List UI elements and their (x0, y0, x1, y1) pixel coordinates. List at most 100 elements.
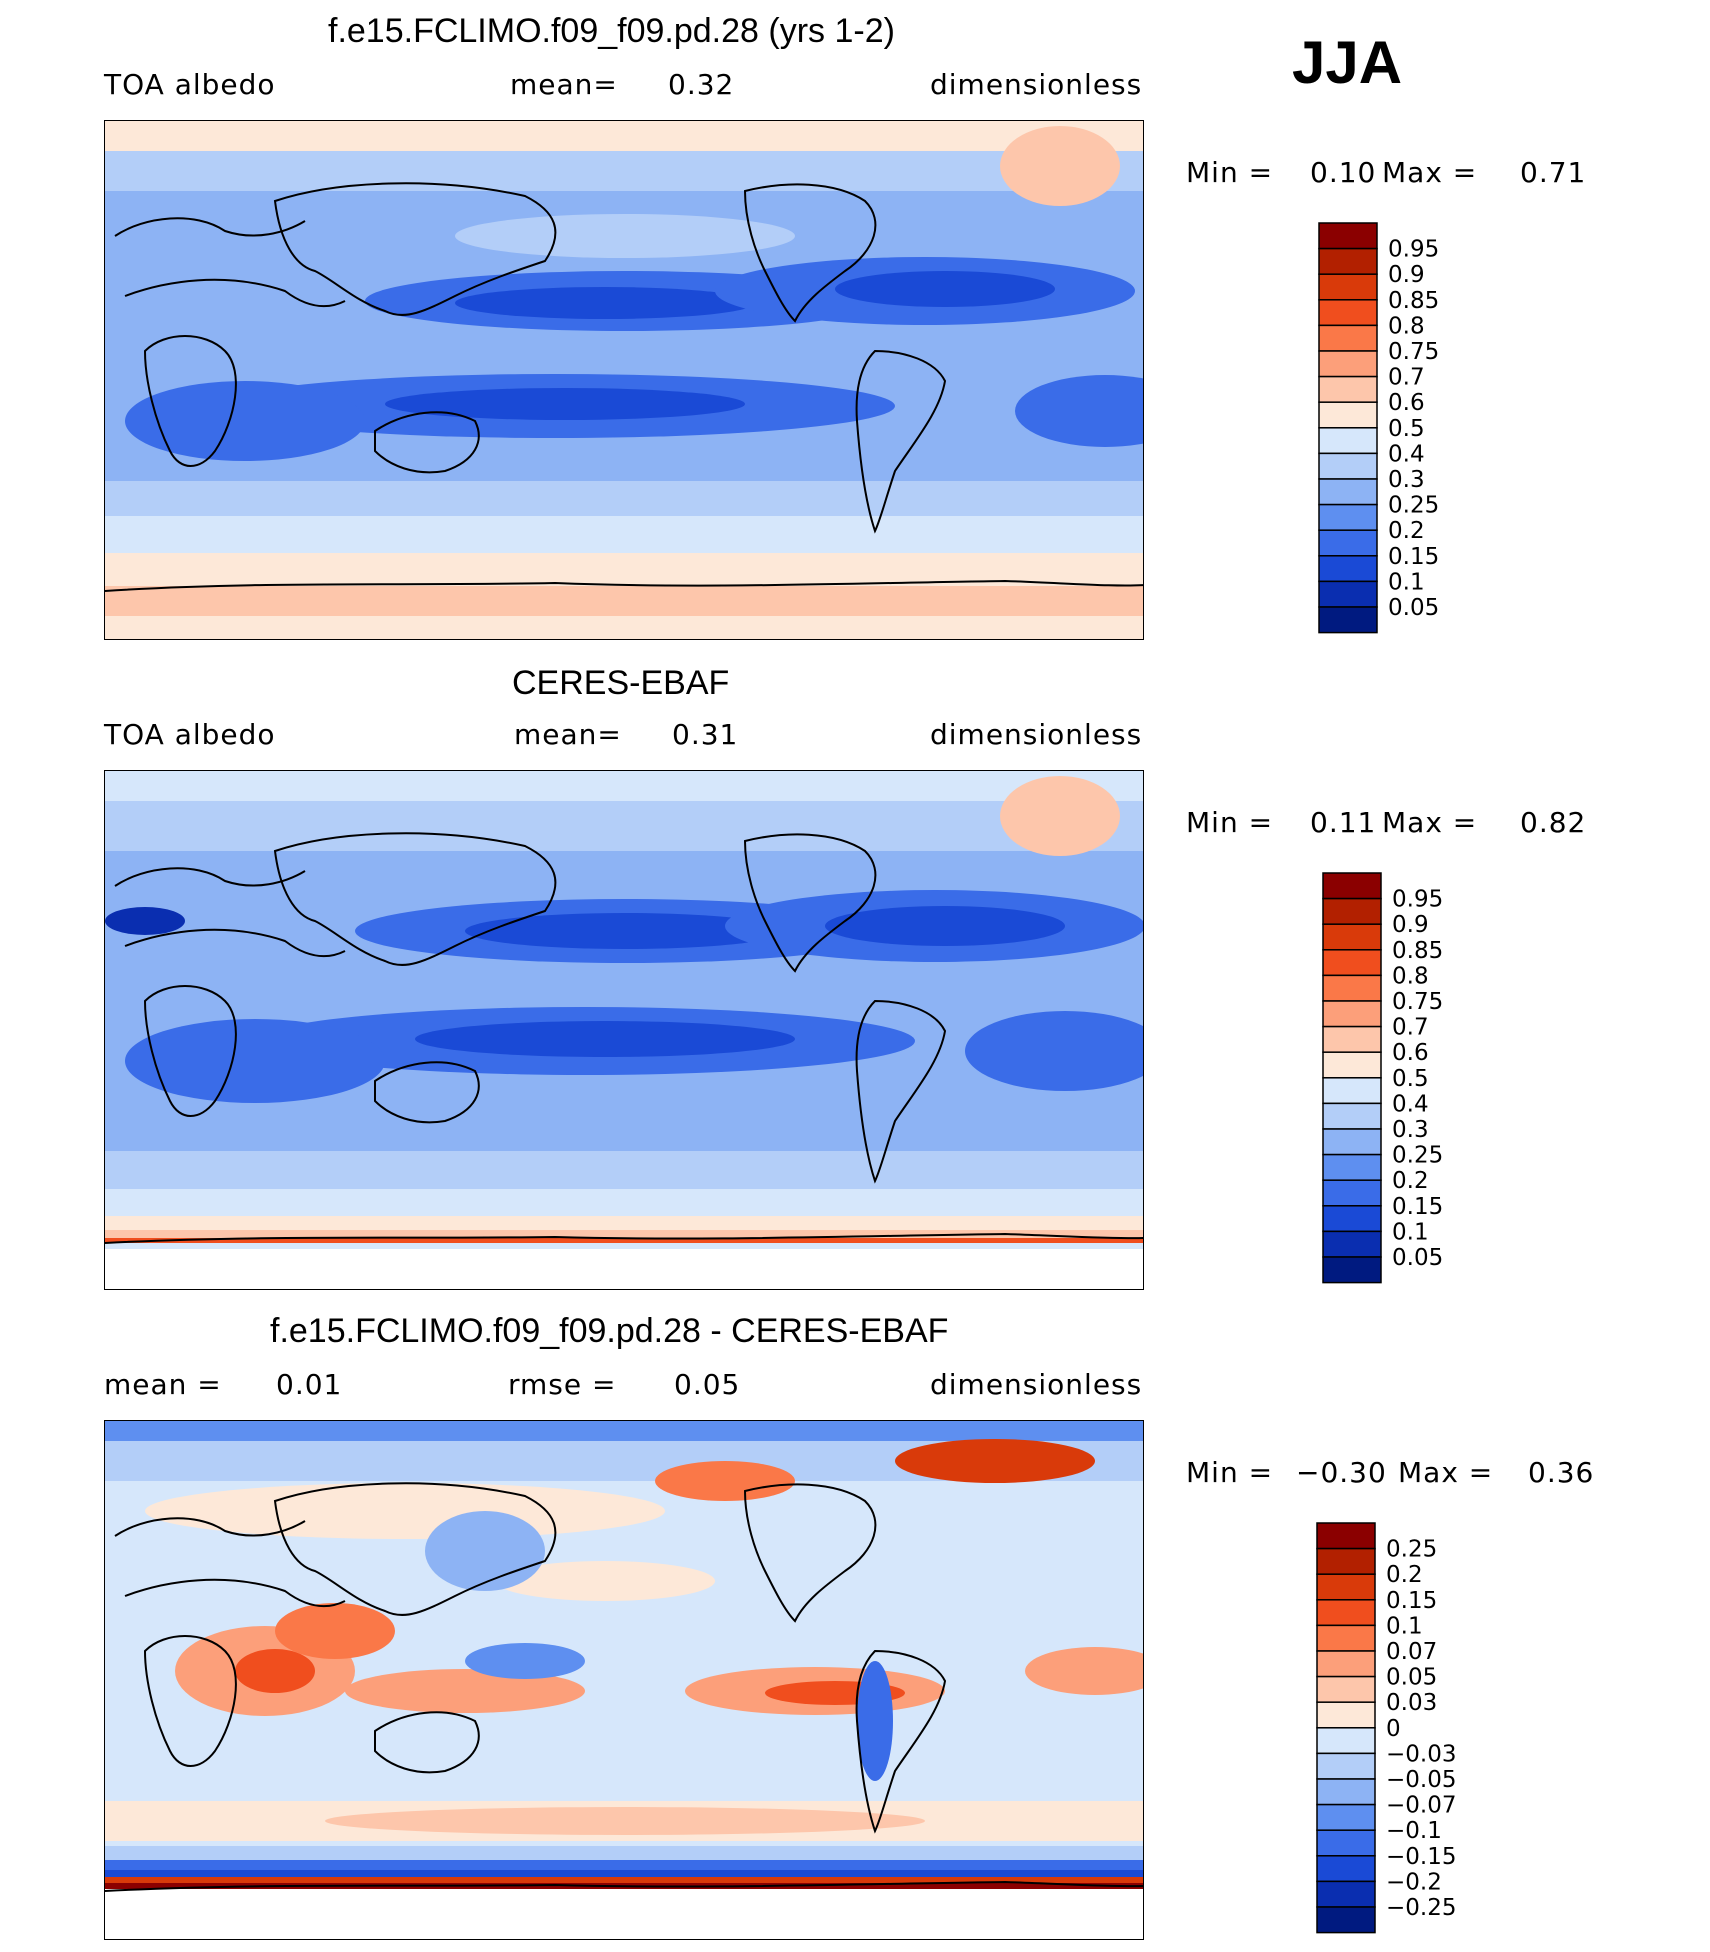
colorbar-swatch (1318, 299, 1378, 327)
colorbar-swatch (1322, 1051, 1382, 1079)
colorbar-swatch (1322, 1000, 1382, 1028)
colorbar-tick-label: 0.3 (1388, 467, 1425, 493)
colorbar-swatch (1316, 1829, 1376, 1857)
colorbar-tick-label: 0.1 (1388, 569, 1425, 595)
colorbar-tick-label: 0.05 (1392, 1245, 1443, 1271)
colorbar-swatch (1318, 555, 1378, 583)
colorbar-swatch (1316, 1573, 1376, 1601)
colorbar-tick-label: 0.07 (1386, 1639, 1437, 1665)
colorbar-swatch (1322, 1179, 1382, 1207)
colorbar-tick-label: 0.85 (1388, 288, 1439, 314)
panel-1-units: dimensionless (930, 68, 1143, 101)
colorbar-tick-label: 0.25 (1386, 1537, 1437, 1563)
colorbar-tick-label: 0.8 (1392, 963, 1429, 989)
colorbar-swatch (1318, 606, 1378, 634)
colorbar-swatch (1322, 923, 1382, 951)
colorbar-tick-label: 0.25 (1388, 493, 1439, 519)
panel-3-mean-value: 0.01 (276, 1368, 343, 1401)
panel-3-max-label: Max = (1398, 1456, 1494, 1489)
colorbar-swatch (1318, 222, 1378, 250)
colorbar-swatch (1316, 1752, 1376, 1780)
colorbar-tick-label: 0.7 (1388, 365, 1425, 391)
panel-2-max-value: 0.82 (1520, 806, 1587, 839)
colorbar-tick-label: 0.9 (1392, 912, 1429, 938)
panel-1-min-label: Min = (1186, 156, 1274, 189)
colorbar-tick-label: 0.5 (1392, 1066, 1429, 1092)
panel-3-min-value: −0.30 (1296, 1456, 1387, 1489)
colorbar-tick-label: −0.05 (1386, 1767, 1456, 1793)
colorbar-swatch (1318, 375, 1378, 403)
panel-1-max-label: Max = (1382, 156, 1478, 189)
colorbar-swatch (1322, 872, 1382, 900)
colorbar-swatch (1316, 1855, 1376, 1883)
colorbar-swatch (1318, 452, 1378, 480)
panel-3-colorbar: 0.25 0.2 0.15 0.1 0.07 0.05 0.03 0 −0.03 −0.05 −0.… (1316, 1522, 1526, 1934)
colorbar-swatch (1322, 1128, 1382, 1156)
colorbar-swatch (1318, 503, 1378, 531)
colorbar-swatch (1318, 247, 1378, 275)
colorbar-swatch (1316, 1599, 1376, 1627)
colorbar-swatch (1318, 478, 1378, 506)
colorbar-tick-label: 0.85 (1392, 938, 1443, 964)
colorbar-tick-label: 0.95 (1392, 887, 1443, 913)
panel-2-mean-value: 0.31 (672, 718, 739, 751)
panel-2-colorbar: 0.95 0.9 0.85 0.8 0.75 0.7 0.6 0.5 0.4 0.3 0.25 0.2… (1322, 872, 1522, 1284)
colorbar-tick-label: 0.05 (1388, 595, 1439, 621)
colorbar-tick-label: 0.05 (1386, 1665, 1437, 1691)
panel-1-mean-value: 0.32 (668, 68, 735, 101)
colorbar-swatch (1316, 1880, 1376, 1908)
colorbar-swatch (1316, 1650, 1376, 1678)
colorbar-swatch (1316, 1624, 1376, 1652)
colorbar-swatch (1316, 1701, 1376, 1729)
colorbar-tick-label: 0.3 (1392, 1117, 1429, 1143)
colorbar-tick-label: 0.8 (1388, 313, 1425, 339)
panel-3-rmse-label: rmse = (508, 1368, 617, 1401)
colorbar-tick-label: −0.25 (1386, 1895, 1456, 1921)
colorbar-tick-label: 0.15 (1392, 1194, 1443, 1220)
colorbar-swatch (1316, 1522, 1376, 1550)
colorbar-tick-label: −0.15 (1386, 1844, 1456, 1870)
panel-1-min-value: 0.10 (1310, 156, 1377, 189)
colorbar-swatch (1318, 427, 1378, 455)
colorbar-tick-label: 0.6 (1388, 390, 1425, 416)
colorbar-swatch (1322, 1153, 1382, 1181)
colorbar-swatch (1316, 1803, 1376, 1831)
panel-1-map (104, 120, 1144, 640)
colorbar-swatch (1322, 1077, 1382, 1105)
colorbar-tick-label: 0.75 (1388, 339, 1439, 365)
panel-1-max-value: 0.71 (1520, 156, 1587, 189)
colorbar-tick-label: 0 (1386, 1716, 1401, 1742)
panel-2-map (104, 770, 1144, 1290)
colorbar-tick-label: 0.4 (1388, 441, 1425, 467)
panel-2-min-value: 0.11 (1310, 806, 1377, 839)
colorbar-tick-label: −0.1 (1386, 1818, 1442, 1844)
colorbar-swatch (1322, 1230, 1382, 1258)
colorbar-tick-label: −0.03 (1386, 1741, 1456, 1767)
panel-3-units: dimensionless (930, 1368, 1143, 1401)
colorbar-tick-label: −0.2 (1386, 1869, 1442, 1895)
colorbar-tick-label: 0.25 (1392, 1143, 1443, 1169)
panel-1-variable-label: TOA albedo (104, 68, 276, 101)
colorbar-swatch (1316, 1778, 1376, 1806)
colorbar-swatch (1322, 1102, 1382, 1130)
colorbar-swatch (1316, 1906, 1376, 1934)
colorbar-tick-label: 0.95 (1388, 237, 1439, 263)
colorbar-swatch (1322, 1025, 1382, 1053)
panel-1-title: f.e15.FCLIMO.f09_f09.pd.28 (yrs 1-2) (328, 12, 895, 50)
colorbar-tick-label: 0.1 (1386, 1613, 1423, 1639)
colorbar-swatch (1318, 529, 1378, 557)
colorbar-tick-label: 0.2 (1392, 1168, 1429, 1194)
panel-3-rmse-value: 0.05 (674, 1368, 741, 1401)
colorbar-tick-label: 0.7 (1392, 1015, 1429, 1041)
panel-2-min-label: Min = (1186, 806, 1274, 839)
colorbar-tick-label: 0.6 (1392, 1040, 1429, 1066)
colorbar-swatch (1316, 1675, 1376, 1703)
panel-2-units: dimensionless (930, 718, 1143, 751)
season-label: JJA (1292, 29, 1403, 96)
colorbar-tick-label: 0.1 (1392, 1219, 1429, 1245)
colorbar-tick-label: −0.07 (1386, 1793, 1456, 1819)
colorbar-tick-label: 0.5 (1388, 416, 1425, 442)
panel-2-title: CERES-EBAF (512, 664, 730, 702)
colorbar-tick-label: 0.15 (1386, 1588, 1437, 1614)
colorbar-swatch (1322, 897, 1382, 925)
